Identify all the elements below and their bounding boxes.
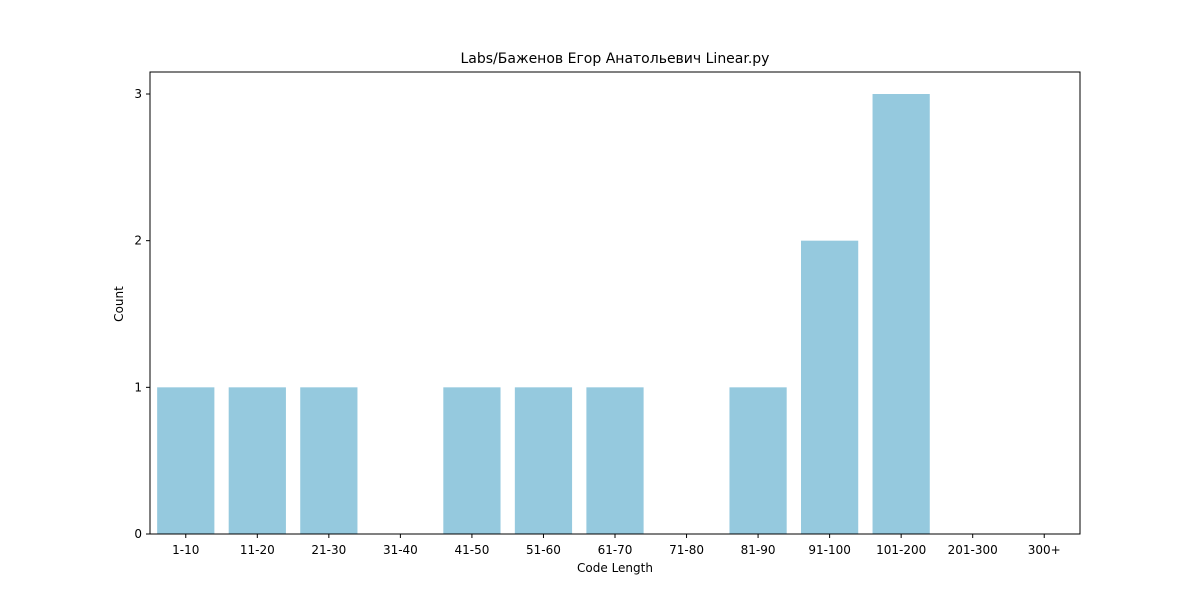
- bar-1-10: [157, 387, 215, 534]
- bar-51-60: [514, 387, 573, 534]
- x-tick-label: 91-100: [808, 543, 851, 557]
- x-tick-label: 41-50: [454, 543, 489, 557]
- bar-61-70: [586, 387, 644, 534]
- y-tick-label: 0: [134, 527, 142, 541]
- x-tick-label: 51-60: [526, 543, 561, 557]
- bar-11-20: [228, 387, 286, 534]
- bar-41-50: [443, 387, 501, 534]
- x-tick-label: 201-300: [948, 543, 998, 557]
- bars-group: [157, 94, 930, 534]
- y-axis-label: Count: [112, 286, 126, 322]
- y-tick-label: 3: [134, 87, 142, 101]
- x-tick-label: 21-30: [311, 543, 346, 557]
- y-ticks-group: 0 1 2 3: [134, 87, 150, 541]
- x-tick-label: 101-200: [876, 543, 926, 557]
- plot-frame: [149, 71, 1081, 535]
- x-tick-label: 300+: [1028, 543, 1061, 557]
- x-tick-label: 1-10: [172, 543, 199, 557]
- x-tick-label: 71-80: [669, 543, 704, 557]
- x-tick-label: 61-70: [598, 543, 633, 557]
- y-tick-label: 1: [134, 380, 142, 394]
- x-ticks-group: 1-10 11-20 21-30 31-40 41-50 51-60 61-70 71-80 8…: [172, 534, 1061, 557]
- x-tick-label: 81-90: [741, 543, 776, 557]
- x-axis-label: Code Length: [577, 561, 653, 575]
- bar-101-200: [872, 94, 930, 534]
- bar-81-90: [729, 387, 787, 534]
- bar-91-100: [801, 240, 859, 534]
- y-tick-label: 2: [134, 234, 142, 248]
- x-tick-label: 11-20: [240, 543, 275, 557]
- bar-21-30: [300, 387, 358, 534]
- x-tick-label: 31-40: [383, 543, 418, 557]
- chart-title: Labs/Баженов Егор Анатольевич Linear.py: [461, 51, 770, 67]
